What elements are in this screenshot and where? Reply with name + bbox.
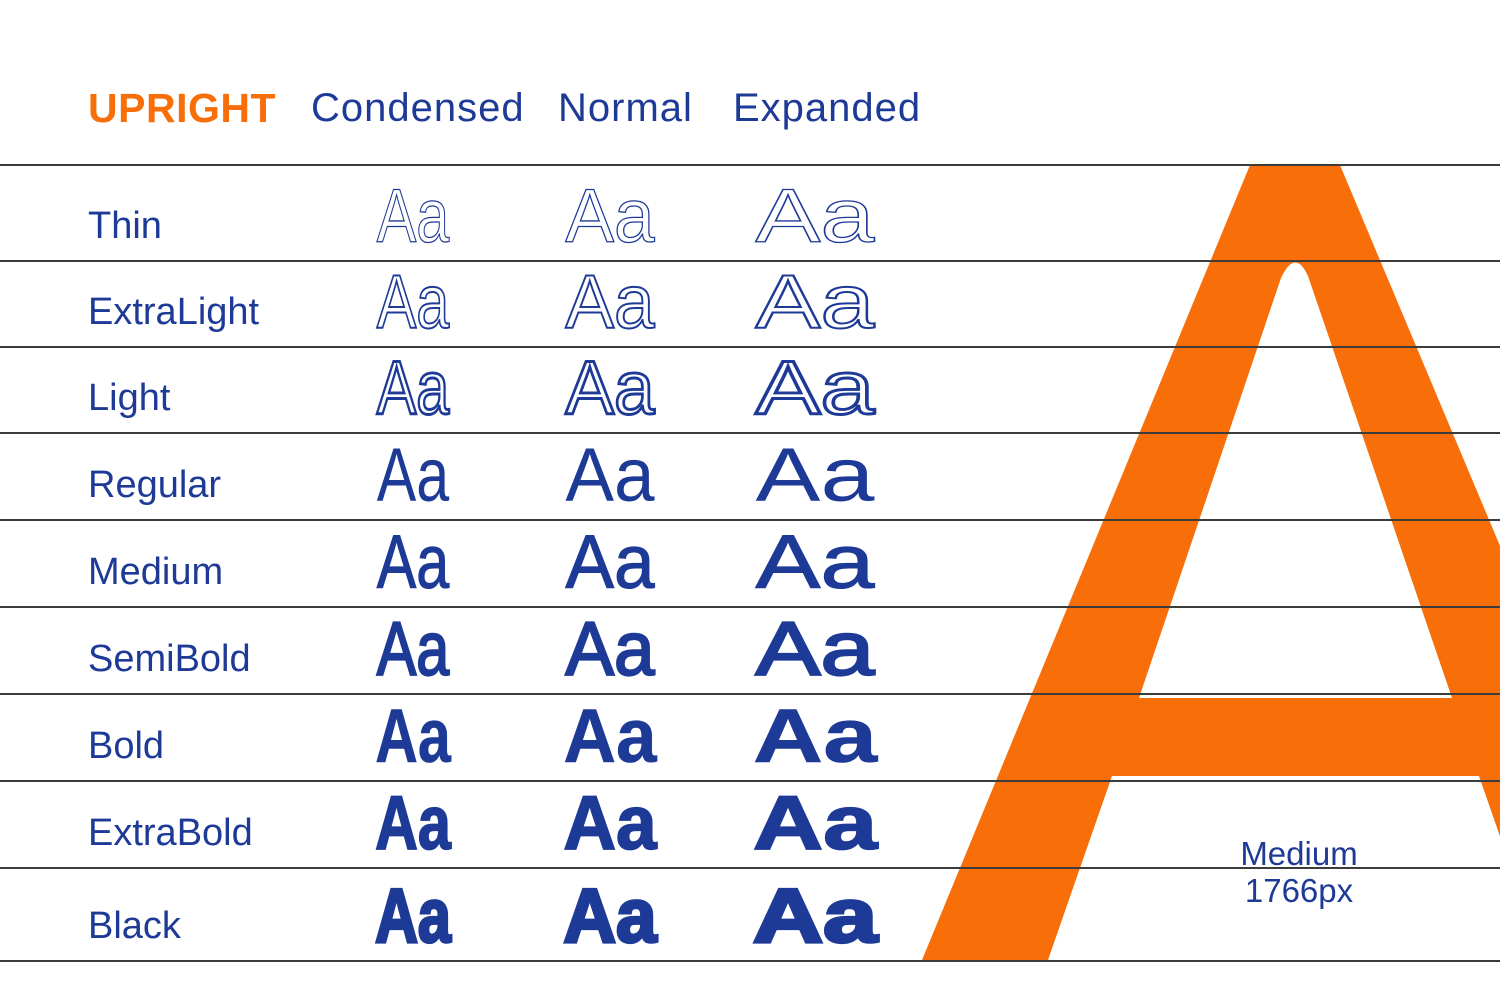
specimen-condensed: Aa (376, 174, 450, 259)
rule-line (0, 432, 1500, 434)
weight-label: ExtraLight (88, 291, 260, 333)
specimen-normal: Aa (565, 520, 655, 605)
specimen-condensed: Aa (375, 694, 451, 779)
weight-row-regular: Regular Aa Aa Aa (0, 432, 1500, 519)
specimen-normal: Aa (564, 607, 655, 692)
weight-label: Thin (88, 205, 162, 247)
rule-line (0, 693, 1500, 695)
annotation-size: 1766px (1244, 872, 1354, 909)
specimen-normal: Aa (564, 346, 656, 431)
weight-row-semibold: SemiBold Aa Aa Aa (0, 606, 1500, 693)
specimen-expanded: Aa (754, 607, 876, 692)
specimen-condensed: Aa (376, 607, 450, 692)
rule-line (0, 960, 1500, 962)
weight-row-bold: Bold Aa Aa Aa (0, 693, 1500, 780)
weight-label: Medium (88, 551, 224, 593)
weight-row-thin: Thin Aa Aa Aa (0, 164, 1500, 260)
specimen-normal: Aa (564, 260, 655, 345)
style-title: UPRIGHT (88, 85, 276, 131)
specimen-normal: Aa (565, 174, 655, 259)
specimen-condensed: Aa (376, 260, 450, 345)
specimen-condensed: Aa (374, 874, 452, 959)
specimen-expanded: Aa (752, 781, 879, 866)
specimen-normal: Aa (565, 433, 655, 518)
weight-label: Black (88, 905, 181, 947)
weight-row-black: Black Aa Aa Aa (0, 867, 1500, 960)
specimen-expanded: Aa (755, 174, 876, 259)
rule-line (0, 346, 1500, 348)
specimen-expanded: Aa (755, 520, 875, 605)
rule-line (0, 164, 1500, 166)
specimen-expanded: Aa (751, 874, 879, 959)
weight-label: SemiBold (88, 638, 251, 680)
specimen-normal: Aa (563, 694, 657, 779)
weight-label: Regular (88, 464, 222, 506)
weight-label: ExtraBold (88, 812, 253, 854)
column-header-normal: Normal (558, 86, 693, 130)
weight-row-medium: Medium Aa Aa Aa (0, 519, 1500, 606)
specimen-normal: Aa (562, 874, 658, 959)
column-header-expanded: Expanded (733, 86, 922, 130)
specimen-condensed: Aa (376, 433, 450, 518)
rule-line (0, 519, 1500, 521)
specimen-condensed: Aa (374, 781, 451, 866)
specimen-condensed: Aa (376, 520, 450, 605)
specimen-normal: Aa (562, 781, 657, 866)
specimen-expanded: Aa (754, 260, 876, 345)
annotation-weight: Medium (1240, 835, 1358, 872)
rule-line (0, 260, 1500, 262)
rule-line (0, 867, 1500, 869)
weight-row-extralight: ExtraLight Aa Aa Aa (0, 260, 1500, 346)
weight-row-extrabold: ExtraBold Aa Aa Aa (0, 780, 1500, 867)
specimen-condensed: Aa (376, 346, 451, 431)
rule-line (0, 780, 1500, 782)
specimen-expanded: Aa (752, 694, 878, 779)
size-annotation: Medium 1766px (1240, 835, 1357, 909)
weight-label: Light (88, 377, 171, 419)
column-header-condensed: Condensed (311, 86, 525, 130)
weight-label: Bold (88, 725, 165, 767)
rule-line (0, 606, 1500, 608)
specimen-expanded: Aa (754, 346, 877, 431)
weight-row-light: Light Aa Aa Aa (0, 346, 1500, 432)
specimen-expanded: Aa (755, 433, 875, 518)
